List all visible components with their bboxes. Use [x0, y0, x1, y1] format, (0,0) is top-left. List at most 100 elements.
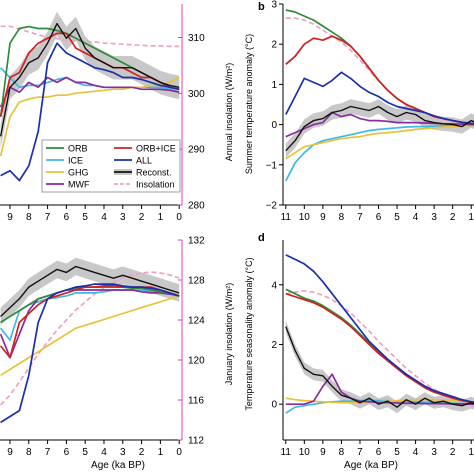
x-tick-label: 9 — [320, 212, 326, 223]
panel-c-x-axis-label: Age (ka BP) — [91, 460, 145, 471]
panel-c: 112 116 120 124 128 132 9 8 7 6 5 4 3 2 1 0 — [0, 236, 205, 458]
x-tick-label: 3 — [120, 447, 126, 458]
x-tick-label: 2 — [139, 212, 145, 223]
x-tick-label: 1 — [158, 447, 164, 458]
series-mwf-line — [285, 373, 474, 406]
series-all-line — [0, 283, 180, 424]
panel-c-plot-area — [0, 257, 180, 424]
panel-d-letter: d — [258, 232, 265, 244]
y-tick-label: −2 — [266, 201, 278, 212]
right-axis-tick-label: 128 — [188, 276, 205, 287]
x-tick-label: 4 — [413, 212, 419, 223]
series-all-line — [285, 254, 474, 404]
x-tick-label: 4 — [413, 447, 419, 458]
x-tick-label: 2 — [450, 212, 456, 223]
legend-label: MWF — [68, 180, 90, 190]
x-tick-label: 8 — [26, 212, 32, 223]
x-tick-label: 7 — [357, 447, 363, 458]
right-axis-tick-label: 112 — [188, 436, 204, 447]
right-axis-tick-label: 290 — [188, 145, 205, 156]
series-orb-ice-line — [0, 32, 180, 117]
x-tick-label: 2 — [139, 447, 145, 458]
series-insolation-line — [285, 289, 474, 408]
series-reconst--line — [285, 326, 474, 408]
panel-d-y-axis-label: Temperature seasonality anomaly (°C) — [244, 257, 254, 410]
right-axis-tick-label: 300 — [188, 89, 205, 100]
series-orb-ice-line — [285, 292, 474, 404]
panel-a-plot-area — [0, 11, 180, 182]
x-tick-label: 0 — [176, 212, 182, 223]
x-tick-label: 5 — [394, 447, 400, 458]
legend-label: ALL — [136, 156, 152, 166]
x-tick-label: 8 — [339, 447, 345, 458]
panel-b-y-axis-label: Summer temperature anomaly (°C) — [244, 34, 254, 174]
series-mwf-line — [0, 76, 180, 108]
x-tick-label: 7 — [357, 212, 363, 223]
y-tick-label: 0 — [271, 120, 277, 131]
x-tick-label: 7 — [45, 447, 51, 458]
panel-c-right-axis-label: January insolation (W/m²) — [224, 283, 234, 386]
legend-label: ORB+ICE — [136, 144, 176, 154]
legend-label: Insolation — [136, 180, 175, 190]
series-orb-line — [285, 288, 474, 404]
x-tick-label: 6 — [64, 212, 70, 223]
series-ghg-line — [0, 295, 180, 377]
x-tick-label: 7 — [45, 212, 51, 223]
series-reconst--line — [285, 105, 474, 152]
right-axis-tick-label: 280 — [188, 201, 205, 212]
series-mwf-line — [285, 111, 474, 138]
x-tick-label: 11 — [281, 212, 292, 223]
x-tick-label: 5 — [82, 212, 88, 223]
y-tick-label: 1 — [271, 80, 277, 91]
series-all-line — [0, 42, 180, 182]
series-ghg-line — [0, 76, 180, 157]
series-reconst--line — [0, 22, 180, 137]
y-tick-label: 2 — [271, 340, 277, 351]
x-tick-label: 5 — [82, 447, 88, 458]
x-tick-label: 0 — [176, 447, 182, 458]
x-tick-label: 4 — [101, 447, 107, 458]
x-tick-label: 6 — [64, 447, 70, 458]
x-tick-label: 2 — [450, 447, 456, 458]
y-tick-label: 2 — [271, 40, 277, 51]
panel-a-right-axis-label: Annual insolation (W/m²) — [224, 63, 234, 162]
x-tick-label: 8 — [26, 447, 32, 458]
x-tick-label: 9 — [320, 447, 326, 458]
panel-d-x-axis-label: Age (ka BP) — [344, 460, 398, 471]
x-tick-label: 3 — [431, 447, 437, 458]
series-mwf-line — [0, 289, 180, 359]
x-tick-label: 1 — [158, 212, 164, 223]
x-tick-label: 10 — [299, 447, 311, 458]
x-tick-label: 6 — [376, 212, 382, 223]
x-tick-label: 3 — [431, 212, 437, 223]
panel-d: 0 2 4 11 10 9 8 7 6 5 4 3 2 1 — [271, 240, 474, 458]
reconst-uncertainty-band — [0, 257, 180, 326]
x-tick-label: 5 — [394, 212, 400, 223]
legend-label: ORB — [68, 144, 88, 154]
series-orb-ice-line — [0, 285, 180, 359]
right-axis-tick-label: 310 — [188, 33, 205, 44]
series-ice-line — [0, 67, 180, 94]
x-tick-label: 3 — [120, 212, 126, 223]
x-tick-label: 6 — [376, 447, 382, 458]
panel-b: −2 −1 0 1 2 3 11 10 9 8 7 6 5 4 3 2 1 — [266, 0, 474, 223]
y-tick-label: −1 — [266, 160, 278, 171]
legend: ORB ORB+ICE ICE ALL GHG Reconst. MWF Insolation — [41, 139, 181, 193]
x-tick-label: 1 — [468, 212, 474, 223]
right-axis-tick-label: 132 — [188, 236, 205, 247]
x-tick-label: 11 — [281, 447, 292, 458]
right-axis-tick-label: 116 — [188, 396, 204, 407]
x-tick-label: 10 — [299, 212, 311, 223]
right-axis-tick-label: 124 — [188, 316, 205, 327]
legend-box — [41, 139, 181, 193]
legend-label: GHG — [68, 168, 89, 178]
legend-label: Reconst. — [136, 168, 172, 178]
x-tick-label: 9 — [7, 447, 13, 458]
reconst-uncertainty-band — [285, 320, 474, 414]
right-axis-tick-label: 120 — [188, 356, 205, 367]
y-tick-label: 3 — [271, 0, 277, 11]
y-tick-label: 0 — [271, 400, 277, 411]
y-tick-label: 4 — [271, 280, 277, 291]
x-tick-label: 4 — [101, 212, 107, 223]
